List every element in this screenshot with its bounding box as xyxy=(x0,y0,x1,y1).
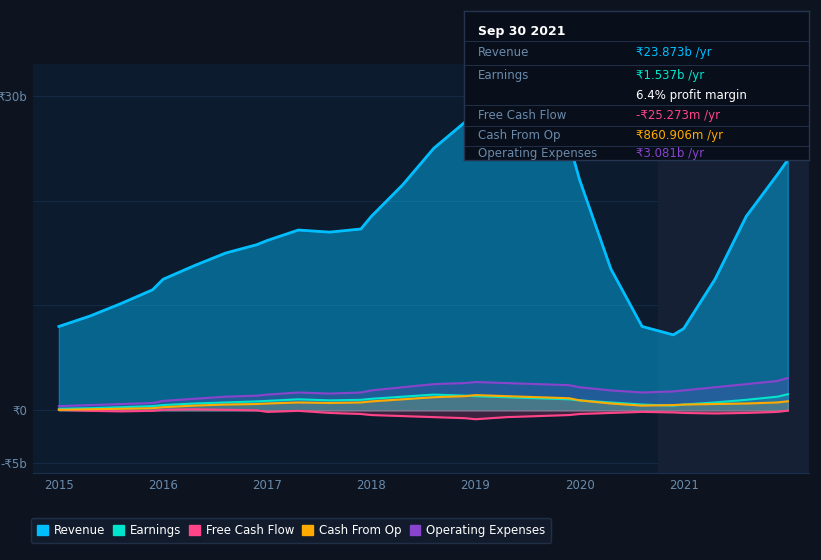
Text: Revenue: Revenue xyxy=(478,46,529,59)
Legend: Revenue, Earnings, Free Cash Flow, Cash From Op, Operating Expenses: Revenue, Earnings, Free Cash Flow, Cash … xyxy=(31,518,552,543)
Text: 6.4% profit margin: 6.4% profit margin xyxy=(636,88,747,101)
Text: Free Cash Flow: Free Cash Flow xyxy=(478,109,566,122)
Text: Earnings: Earnings xyxy=(478,69,529,82)
Text: Operating Expenses: Operating Expenses xyxy=(478,147,597,160)
Text: ₹860.906m /yr: ₹860.906m /yr xyxy=(636,129,723,142)
Bar xyxy=(658,64,809,473)
Text: ₹1.537b /yr: ₹1.537b /yr xyxy=(636,69,704,82)
Text: ₹3.081b /yr: ₹3.081b /yr xyxy=(636,147,704,160)
Text: ₹23.873b /yr: ₹23.873b /yr xyxy=(636,46,712,59)
Text: Cash From Op: Cash From Op xyxy=(478,129,560,142)
Text: Sep 30 2021: Sep 30 2021 xyxy=(478,25,565,38)
Text: -₹25.273m /yr: -₹25.273m /yr xyxy=(636,109,720,122)
